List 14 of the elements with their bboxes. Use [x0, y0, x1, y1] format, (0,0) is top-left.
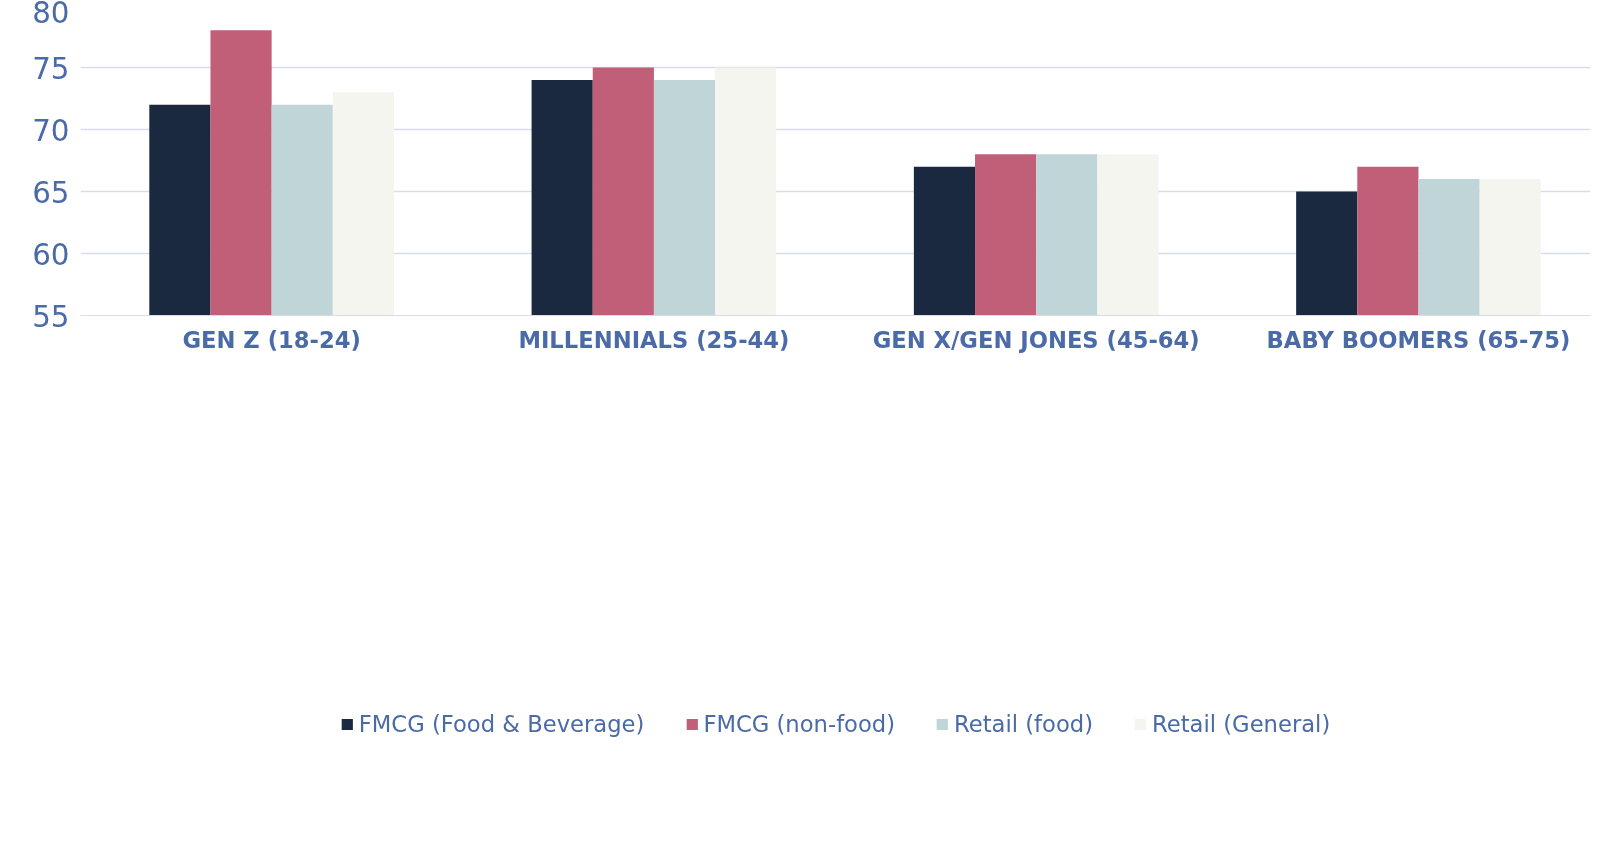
legend-label: Retail (General) — [1152, 710, 1331, 737]
x-tick-label: BABY BOOMERS (65-75) — [1266, 326, 1571, 353]
legend-label: FMCG (non-food) — [703, 710, 896, 737]
x-tick-label: MILLENNIALS (25-44) — [518, 326, 790, 353]
legend-label: Retail (food) — [954, 710, 1094, 737]
y-tick-label: 65 — [32, 175, 70, 210]
y-tick-label: 60 — [32, 237, 70, 272]
y-tick-label: 75 — [32, 51, 70, 86]
x-tick-label: GEN X/GEN JONES (45-64) — [872, 326, 1200, 353]
y-tick-label: 80 — [32, 0, 70, 30]
y-tick-label: 55 — [32, 299, 70, 334]
y-tick-label: 70 — [32, 113, 70, 148]
legend-label: FMCG (Food & Beverage) — [358, 710, 645, 737]
x-tick-label: GEN Z (18-24) — [182, 326, 361, 353]
